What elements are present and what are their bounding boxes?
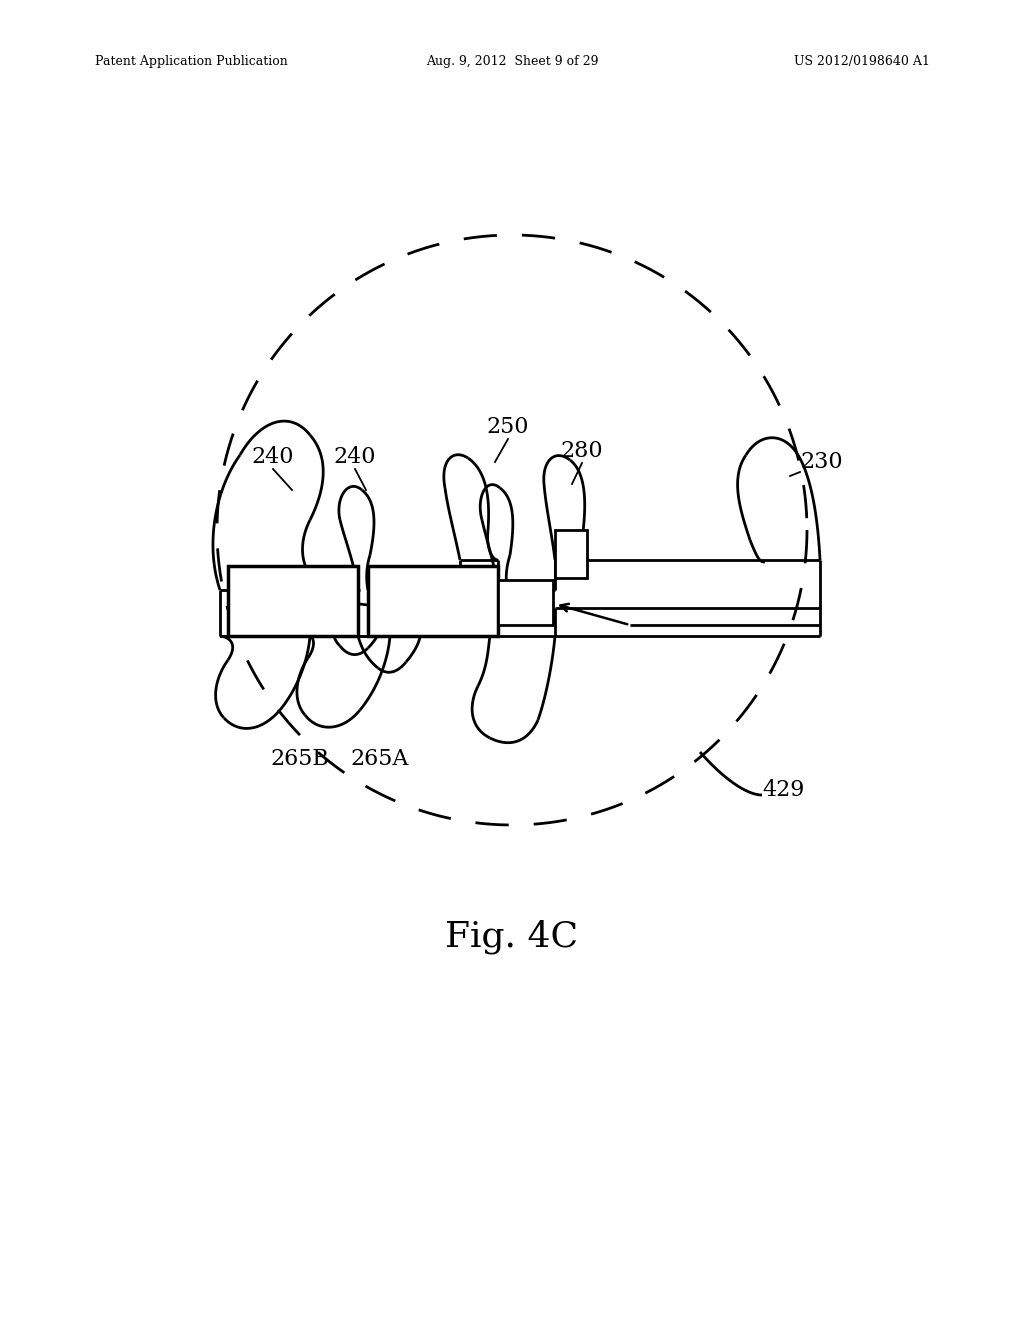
Text: 265A: 265A — [351, 748, 410, 770]
Text: 230: 230 — [800, 451, 843, 473]
Text: 280: 280 — [561, 440, 603, 462]
Bar — [228, 566, 358, 636]
Text: 250: 250 — [486, 416, 529, 438]
Text: Aug. 9, 2012  Sheet 9 of 29: Aug. 9, 2012 Sheet 9 of 29 — [426, 55, 598, 69]
Bar — [555, 531, 587, 578]
Bar — [368, 566, 498, 636]
Text: Fig. 4C: Fig. 4C — [445, 920, 579, 954]
Text: 429: 429 — [762, 779, 805, 801]
Text: US 2012/0198640 A1: US 2012/0198640 A1 — [795, 55, 930, 69]
Bar — [498, 579, 553, 624]
Text: 240: 240 — [334, 446, 376, 469]
Text: Patent Application Publication: Patent Application Publication — [95, 55, 288, 69]
Text: 265B: 265B — [270, 748, 330, 770]
Text: 240: 240 — [252, 446, 294, 469]
